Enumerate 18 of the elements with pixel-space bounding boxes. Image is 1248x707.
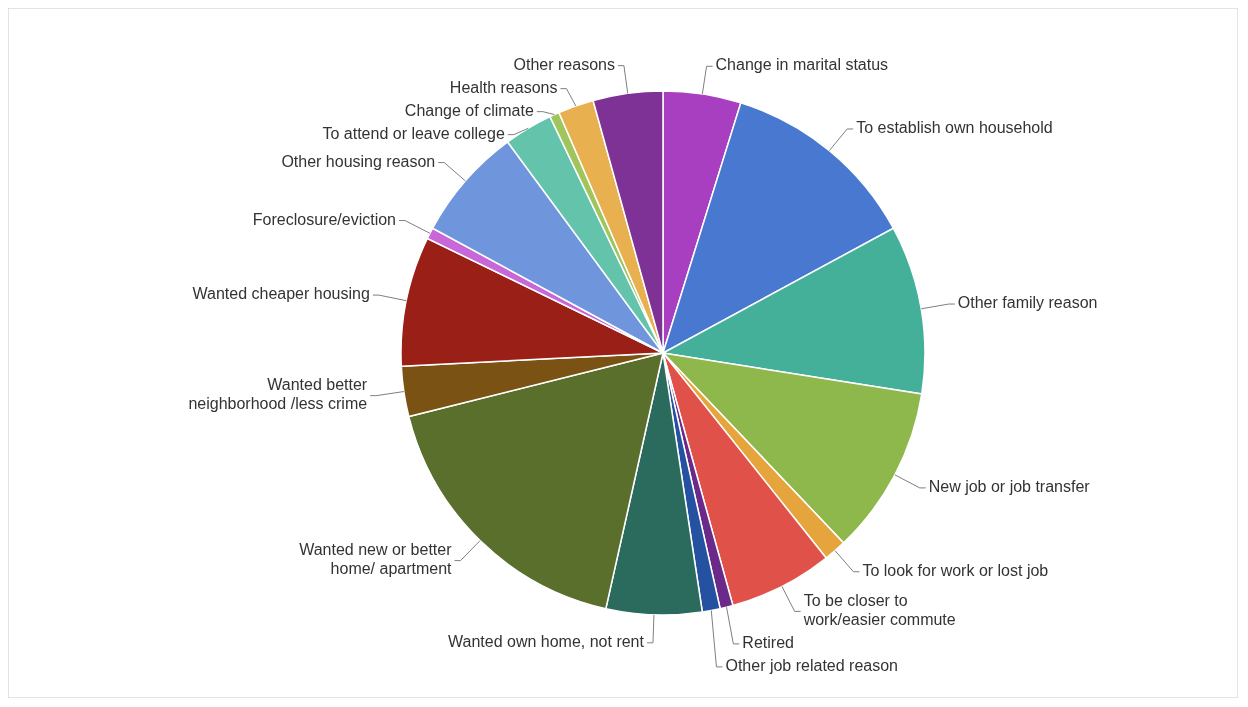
slice-label: Health reasons xyxy=(449,78,558,96)
slice-label: Change of climate xyxy=(404,101,534,119)
slice-label: Wanted cheaper housing xyxy=(192,285,370,303)
slice-label: To look for work or lost job xyxy=(862,561,1049,579)
slice-label: Wanted own home, not rent xyxy=(448,633,645,651)
slice-label: Other job related reason xyxy=(725,657,898,675)
slice-label: Wanted better neighborhood /less crime xyxy=(188,376,368,413)
slice-label: To establish own household xyxy=(856,119,1053,137)
slice-label: Other reasons xyxy=(513,55,615,73)
slice-label: To attend or leave college xyxy=(322,124,505,142)
slice-label: Retired xyxy=(742,634,794,652)
slice-label: Wanted new or better home/ apartment xyxy=(299,541,453,578)
slice-label: Other family reason xyxy=(957,294,1098,312)
slice-label: New job or job transfer xyxy=(928,478,1091,496)
slice-label: Foreclosure/eviction xyxy=(252,210,397,228)
slice-label: To be closer to work/easier commute xyxy=(802,592,956,629)
slice-label: Other housing reason xyxy=(281,152,436,170)
slice-label: Change in marital status xyxy=(715,56,889,74)
